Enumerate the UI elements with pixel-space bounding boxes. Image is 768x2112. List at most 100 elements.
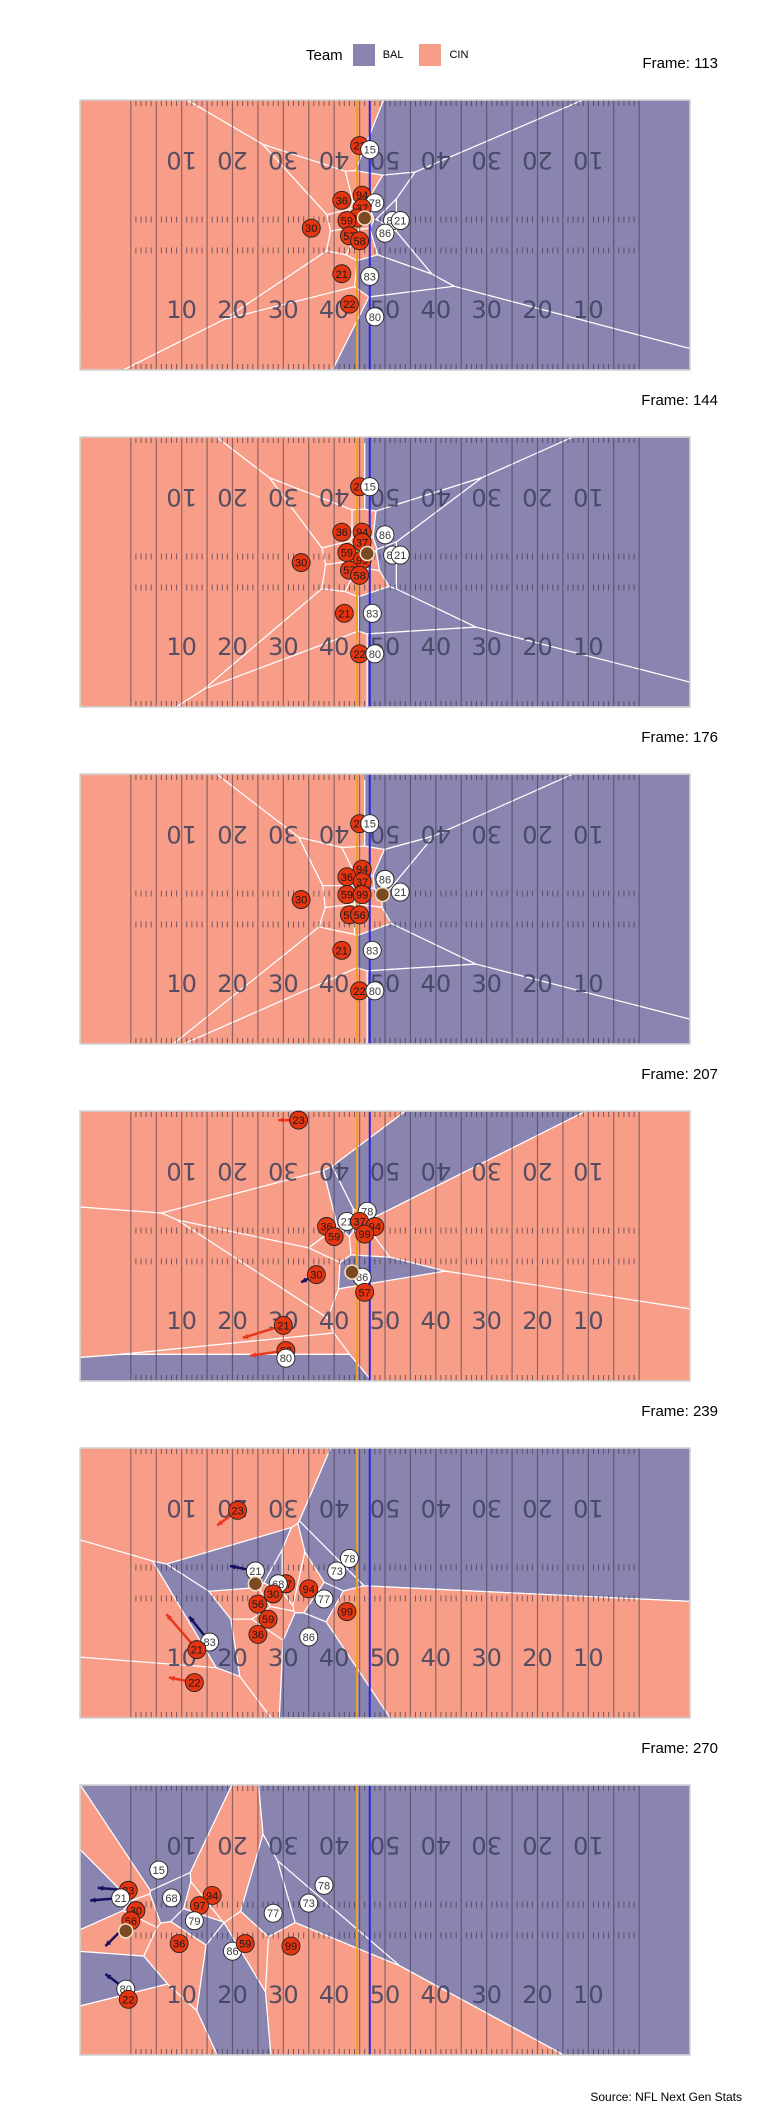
player-marker: 21 [111,1888,131,1908]
yard-number: 10 [573,1831,604,1859]
player-number: 79 [188,1916,200,1928]
legend-swatch-cin [419,44,442,66]
yard-number: 20 [522,1831,553,1859]
player-number: 36 [173,1939,185,1951]
player-dot [228,1500,248,1520]
player-dot [187,1640,207,1660]
player-number: 21 [394,216,406,228]
motion-arrowhead [301,1277,308,1283]
player-dot [355,1282,375,1302]
yard-number: 20 [217,1307,248,1335]
yard-number: 30 [268,970,299,998]
yard-number: 10 [166,633,197,661]
player-dot [339,294,359,314]
player-marker: 86 [299,1627,319,1647]
player-marker: 21 [390,545,410,565]
yard-number: 40 [319,1494,350,1522]
yard-number: 30 [268,1157,299,1185]
yard-number: 40 [421,633,452,661]
frame-panel: Frame: 176101020203030404050504040303020… [79,729,718,1045]
player-marker: 21 [273,1315,293,1335]
player-number: 80 [369,649,381,661]
player-dot [390,882,410,902]
player-marker: 73 [327,1561,347,1581]
frame-panel: Frame: 239 10 10 20 20 30 30 40 40 50 50 40 40 30 30 20… [79,1403,718,1719]
yard-number: 40 [421,1981,452,2009]
player-marker: 36 [248,1624,268,1644]
player-number: 15 [153,1865,165,1877]
player-marker: 30 [263,1584,283,1604]
player-marker: 58 [350,231,370,251]
player-marker: 30 [291,890,311,910]
player-dot [332,522,352,542]
player-marker: 83 [360,266,380,286]
player-marker: 15 [149,1860,169,1880]
player-marker: 99 [355,1224,375,1244]
player-marker: 36 [332,522,352,542]
yard-number: 10 [573,483,604,511]
player-dot [299,1579,319,1599]
player-marker: 30 [306,1265,326,1285]
player-marker: 59 [337,543,357,562]
yard-number: 20 [522,1157,553,1185]
player-marker: 83 [362,603,382,623]
player-number: 21 [277,1320,289,1332]
player-number: 78 [369,198,381,210]
yard-number: 30 [268,146,299,174]
yard-number: 10 [573,820,604,848]
yard-number: 40 [319,820,350,848]
player-number: 99 [285,1941,297,1953]
player-dot [365,981,385,1001]
yard-number: 10 [166,1494,197,1522]
yard-number: 50 [370,1307,401,1335]
player-marker: 59 [324,1227,344,1247]
motion-arrowhead [90,1897,96,1903]
player-marker: 80 [365,981,385,1001]
player-dot [258,1609,278,1629]
player-marker: 21 [334,603,354,623]
player-dot [362,940,382,960]
player-marker: 59 [337,885,357,905]
player-number: 99 [341,1607,353,1619]
player-number: 86 [379,874,391,886]
player-number: 99 [359,1229,371,1241]
player-number: 15 [364,482,376,494]
yard-number: 30 [268,483,299,511]
yard-number: 40 [421,1644,452,1672]
motion-arrowhead [229,1564,236,1570]
player-number: 80 [369,312,381,324]
voronoi-cell [331,285,690,370]
yard-number: 40 [319,1831,350,1859]
player-dot [314,1589,334,1609]
player-dot [352,885,372,905]
frame-label: Frame: 176 [641,729,718,746]
yard-number: 30 [471,820,502,848]
player-number: 36 [336,527,348,539]
yard-number: 30 [471,1157,502,1185]
player-dot [332,264,352,284]
motion-arrowhead [105,1940,112,1947]
player-dot [360,266,380,286]
player-marker: 99 [337,1602,357,1622]
frame-panel: Frame: 270 10 10 20 20 30 30 40 40 50 50 40 40 30 30 20… [79,1740,718,2056]
yard-number: 40 [421,146,452,174]
player-marker: 22 [350,981,370,1001]
yard-number: 30 [471,970,502,998]
player-dot [375,525,395,545]
field-border [79,1784,691,2056]
player-marker: 30 [301,218,321,238]
yard-number: 20 [522,146,553,174]
player-marker: 21 [390,211,410,231]
player-dot [299,1893,319,1913]
player-number: 58 [353,236,365,248]
player-number: 21 [336,269,348,281]
yard-number: 40 [421,1831,452,1859]
yard-number: 10 [166,296,197,324]
field-border [79,1110,691,1382]
player-marker: 77 [314,1589,334,1609]
motion-arrowhead [166,1614,172,1620]
player-marker: 59 [235,1934,255,1954]
player-marker: 94 [202,1885,222,1905]
